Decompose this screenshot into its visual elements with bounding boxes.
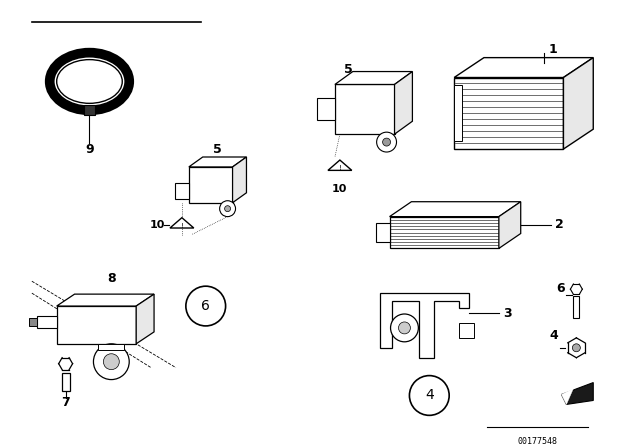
Polygon shape xyxy=(170,218,194,228)
Circle shape xyxy=(410,375,449,415)
Circle shape xyxy=(572,344,580,352)
Polygon shape xyxy=(561,388,573,405)
Text: 2: 2 xyxy=(556,218,564,231)
Circle shape xyxy=(399,322,410,334)
Circle shape xyxy=(383,138,390,146)
Text: 6: 6 xyxy=(556,282,564,295)
Polygon shape xyxy=(335,85,394,134)
Text: !: ! xyxy=(180,223,183,228)
Polygon shape xyxy=(459,323,474,338)
Text: 10: 10 xyxy=(149,220,164,229)
Polygon shape xyxy=(563,58,593,149)
Circle shape xyxy=(225,206,230,211)
Polygon shape xyxy=(573,296,579,318)
Polygon shape xyxy=(317,99,335,120)
Polygon shape xyxy=(380,293,469,358)
Text: 5: 5 xyxy=(213,142,222,155)
Polygon shape xyxy=(189,157,246,167)
Text: 00177548: 00177548 xyxy=(518,437,557,446)
Polygon shape xyxy=(61,373,70,391)
Polygon shape xyxy=(454,78,563,149)
Text: 7: 7 xyxy=(61,396,70,409)
Text: 5: 5 xyxy=(344,63,353,76)
Circle shape xyxy=(93,344,129,379)
Polygon shape xyxy=(376,223,390,242)
Polygon shape xyxy=(454,86,462,141)
Polygon shape xyxy=(232,157,246,202)
Circle shape xyxy=(376,132,397,152)
Polygon shape xyxy=(29,318,37,326)
Polygon shape xyxy=(499,202,521,248)
Text: 1: 1 xyxy=(548,43,557,56)
Text: 6: 6 xyxy=(202,299,210,313)
Polygon shape xyxy=(390,217,499,248)
Polygon shape xyxy=(57,306,136,344)
Text: 4: 4 xyxy=(425,388,434,402)
Polygon shape xyxy=(328,160,352,170)
Polygon shape xyxy=(57,294,154,306)
Text: 4: 4 xyxy=(550,329,559,342)
Text: 3: 3 xyxy=(503,306,511,319)
Circle shape xyxy=(186,286,226,326)
Ellipse shape xyxy=(57,60,122,103)
Polygon shape xyxy=(175,183,189,199)
Polygon shape xyxy=(83,105,95,115)
Polygon shape xyxy=(99,344,124,350)
Circle shape xyxy=(220,201,236,217)
Polygon shape xyxy=(561,383,593,405)
Text: 10: 10 xyxy=(332,184,348,194)
Polygon shape xyxy=(454,58,593,78)
Polygon shape xyxy=(136,294,154,344)
Circle shape xyxy=(390,314,419,342)
Text: !: ! xyxy=(339,165,341,171)
Polygon shape xyxy=(390,202,521,217)
Text: 8: 8 xyxy=(107,272,116,285)
Circle shape xyxy=(104,354,119,370)
Polygon shape xyxy=(37,316,57,328)
Polygon shape xyxy=(189,167,232,202)
Text: 9: 9 xyxy=(85,142,94,155)
Polygon shape xyxy=(394,72,412,134)
Polygon shape xyxy=(335,72,412,85)
